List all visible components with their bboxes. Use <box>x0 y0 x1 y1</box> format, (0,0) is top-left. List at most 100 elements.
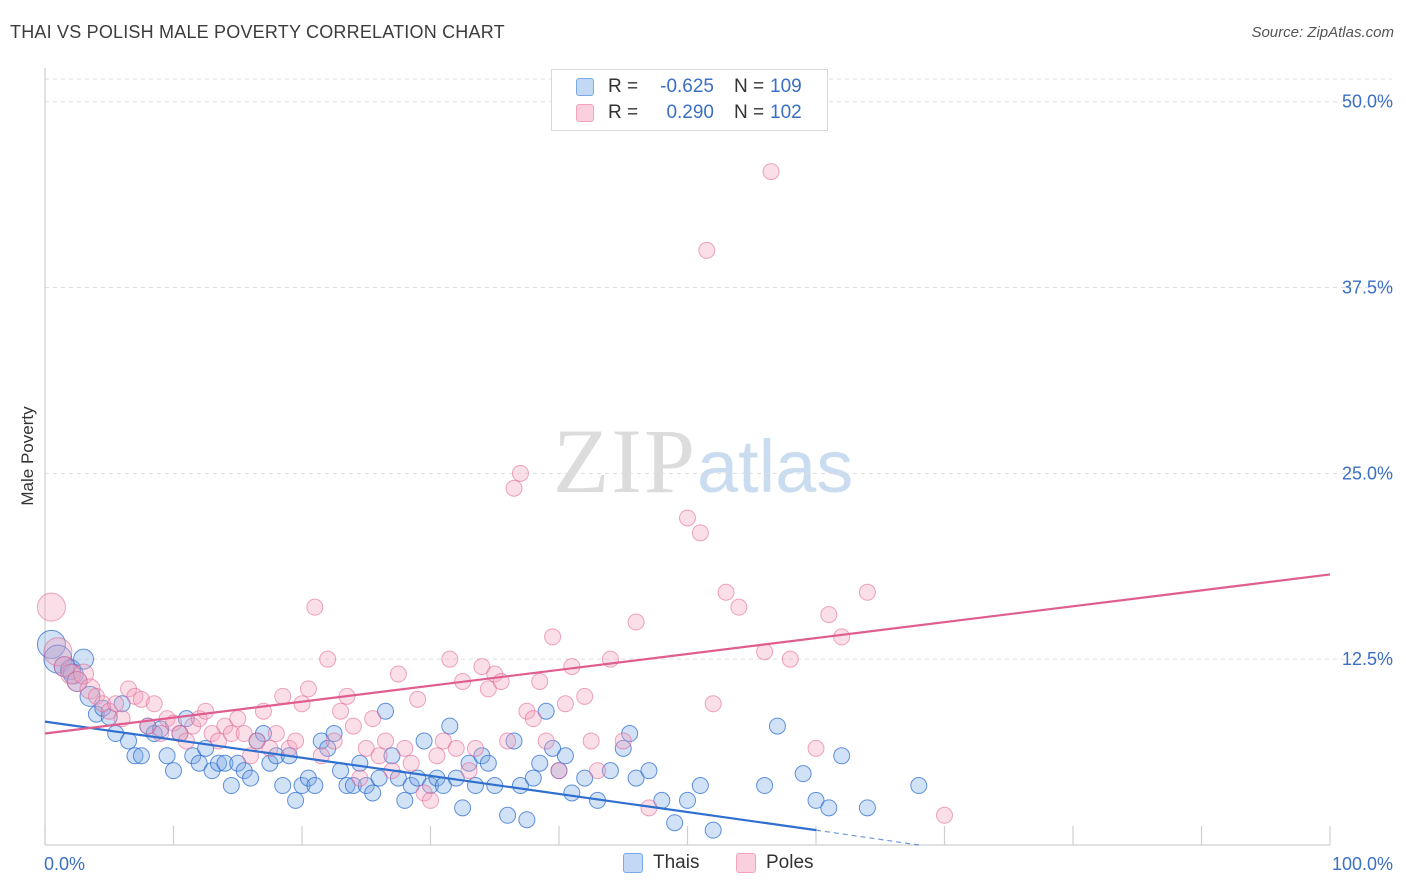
poles-point <box>582 732 600 750</box>
thais-point <box>640 762 658 780</box>
r-label: R = <box>608 76 639 97</box>
poles-point <box>351 769 369 787</box>
r-value: -0.625 <box>660 76 714 97</box>
poles-point <box>679 509 696 527</box>
poles-point <box>556 695 574 713</box>
poles-swatch-icon <box>736 853 756 873</box>
y-axis-label: Male Poverty <box>18 406 37 506</box>
thais-point <box>794 765 812 783</box>
poles-point <box>222 725 240 743</box>
poles-point <box>422 791 439 809</box>
poles-point <box>396 739 414 757</box>
thais-point <box>441 717 459 735</box>
thais-swatch-icon <box>576 78 594 96</box>
poles-point <box>389 665 407 683</box>
r-label: R = <box>608 102 639 123</box>
thais-point <box>666 814 684 832</box>
poles-point <box>833 628 851 646</box>
thais-point <box>158 747 176 765</box>
thais-point <box>518 811 536 829</box>
poles-point <box>274 687 292 705</box>
poles-point <box>357 739 375 757</box>
axes <box>44 68 1331 846</box>
thais-trend-extension <box>815 829 919 846</box>
thais-point <box>242 769 260 787</box>
poles-point <box>762 163 780 181</box>
poles-point <box>460 762 478 780</box>
poles-point <box>377 732 395 750</box>
thais-point <box>833 747 851 765</box>
poles-point <box>524 710 542 728</box>
poles-point <box>479 680 497 698</box>
thais-point <box>627 769 645 787</box>
poles-point <box>473 658 491 676</box>
watermark-zip: ZIP <box>553 410 697 512</box>
poles-point <box>698 241 716 259</box>
thais-point <box>479 754 497 772</box>
thais-point <box>383 747 401 765</box>
poles-point <box>447 739 465 757</box>
poles-point <box>505 479 523 497</box>
thais-point <box>563 784 581 802</box>
legend-item-thais[interactable]: Thais <box>623 852 699 874</box>
thais-point <box>351 754 369 772</box>
thais-point <box>370 769 388 787</box>
thais-point <box>454 799 472 817</box>
thais-point <box>190 754 208 772</box>
thais-point <box>807 791 825 809</box>
poles-series <box>36 163 953 824</box>
thais-point <box>87 705 105 723</box>
thais-point <box>499 806 517 824</box>
grid-lines <box>45 78 1392 660</box>
thais-point <box>531 754 549 772</box>
thais-point <box>222 777 240 795</box>
poles-point <box>434 732 452 750</box>
poles-point <box>248 732 266 750</box>
legend-item-poles[interactable]: Poles <box>736 852 814 874</box>
thais-point <box>466 777 484 795</box>
poles-point <box>402 754 420 772</box>
thais-point <box>287 791 305 809</box>
poles-point <box>409 690 427 708</box>
source-label: Source: ZipAtlas.com <box>1251 24 1394 41</box>
poles-point <box>43 637 73 667</box>
poles-point <box>820 606 838 624</box>
legend-label-poles: Poles <box>766 852 814 873</box>
x-tick-label: 100.0% <box>1332 854 1393 874</box>
y-tick-label: 50.0% <box>1342 92 1393 112</box>
y-tick-label: 12.5% <box>1342 649 1393 669</box>
poles-point <box>499 732 517 750</box>
thais-point <box>209 754 227 772</box>
poles-point <box>370 747 388 765</box>
poles-point <box>132 690 150 708</box>
thais-point <box>858 799 876 817</box>
thais-point <box>338 777 356 795</box>
poles-point <box>627 613 645 631</box>
thais-trend-line <box>44 720 817 832</box>
poles-trend-line <box>44 573 1331 735</box>
thais-point <box>274 777 292 795</box>
thais-point <box>614 739 632 757</box>
thais-point <box>165 762 182 780</box>
poles-point <box>325 732 343 750</box>
thais-point <box>679 791 696 809</box>
thais-point <box>524 769 542 787</box>
y-tick-label: 37.5% <box>1342 278 1393 298</box>
thais-point <box>556 747 574 765</box>
thais-point <box>910 777 928 795</box>
poles-point <box>197 702 215 720</box>
poles-point <box>36 592 66 622</box>
poles-point <box>717 583 735 601</box>
chart-title: THAI VS POLISH MALE POVERTY CORRELATION … <box>10 22 505 42</box>
legend-row-poles: R = 0.290 N = 102 <box>576 101 802 125</box>
poles-point <box>614 732 632 750</box>
thais-point <box>576 769 594 787</box>
thais-point <box>364 784 382 802</box>
legend-row-thais: R = -0.625 N = 109 <box>576 75 802 99</box>
trend-lines <box>44 573 1331 846</box>
poles-point <box>858 583 876 601</box>
poles-point <box>781 650 799 668</box>
r-value: 0.290 <box>666 102 714 123</box>
thais-point <box>73 648 95 670</box>
